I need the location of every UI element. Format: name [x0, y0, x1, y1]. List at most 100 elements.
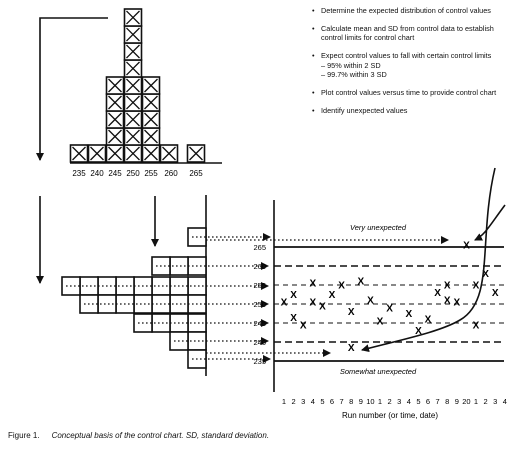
histogram-box: [141, 93, 161, 112]
control-point: X: [290, 313, 297, 324]
bullet-subitem: – 95% within 2 SD: [321, 60, 381, 70]
histogram-box: [105, 144, 125, 163]
histogram-tick-label: 265: [189, 169, 203, 178]
histogram-tick-label: 250: [126, 169, 140, 178]
y-tick-label: 240: [253, 338, 266, 347]
x-tick-label: 4: [407, 397, 411, 406]
caption-text: Conceptual basis of the control chart. S…: [51, 431, 270, 440]
flow-arrows: [36, 17, 159, 284]
x-tick-label: 5: [416, 397, 420, 406]
control-point: X: [348, 307, 355, 318]
histogram-box: [123, 76, 143, 95]
x-tick-label: 6: [426, 397, 430, 406]
y-tick-label: 255: [253, 281, 266, 290]
elbow-arrow: [36, 17, 108, 161]
annotation-very-unexpected: Very unexpected: [350, 223, 407, 232]
y-tick-label: 245: [253, 319, 266, 328]
histogram-tick-label: 235: [72, 169, 86, 178]
control-point: X: [405, 309, 412, 320]
control-point: X: [309, 298, 316, 309]
x-tick-label: 2: [484, 397, 488, 406]
x-tick-label: 1: [474, 397, 478, 406]
control-point: X: [386, 303, 393, 314]
control-point: X: [425, 315, 432, 326]
control-point: X: [482, 269, 489, 280]
bullet-item: Identify unexpected values: [312, 106, 504, 116]
histogram-box: [141, 76, 161, 95]
histogram-box: [105, 127, 125, 146]
histogram-tick-label: 260: [164, 169, 178, 178]
histogram-box: [141, 144, 161, 163]
histogram-box: [87, 144, 107, 163]
control-point: X: [300, 320, 307, 331]
x-tick-label: 2: [388, 397, 392, 406]
control-point: X: [473, 320, 480, 331]
x-tick-label: 8: [349, 397, 353, 406]
histogram-box: [105, 93, 125, 112]
control-point: X: [377, 317, 384, 328]
control-point: X: [357, 277, 364, 288]
control-point: X: [319, 301, 326, 312]
x-tick-label: 3: [397, 397, 401, 406]
curved-arrow: [361, 167, 496, 353]
histogram-box: [123, 144, 143, 163]
x-tick-label: 7: [340, 397, 344, 406]
x-tick-label: 3: [493, 397, 497, 406]
control-point: X: [415, 326, 422, 337]
control-point: X: [348, 343, 355, 354]
histogram-box: [141, 127, 161, 146]
figure-caption: Figure 1. Conceptual basis of the control…: [8, 431, 269, 440]
explanation-bullet-list: Determine the expected distribution of c…: [312, 6, 504, 124]
histogram-box: [123, 127, 143, 146]
y-tick-label: 250: [253, 300, 266, 309]
histogram-box: [123, 110, 143, 129]
histogram-box: [123, 59, 143, 78]
histogram-tick-label: 245: [108, 169, 122, 178]
control-point: X: [309, 279, 316, 290]
bullet-subitem: – 99.7% within 3 SD: [321, 70, 387, 80]
x-tick-label: 9: [455, 397, 459, 406]
control-point: X: [444, 281, 451, 292]
control-point: X: [329, 290, 336, 301]
histogram-box: [69, 144, 89, 163]
y-tick-label: 265: [253, 243, 266, 252]
histogram-box: [105, 110, 125, 129]
x-tick-label: 1: [378, 397, 382, 406]
x-tick-label: 8: [445, 397, 449, 406]
x-axis-label: Run number (or time, date): [342, 411, 438, 420]
x-tick-label: 9: [359, 397, 363, 406]
histogram-tick-label: 255: [144, 169, 158, 178]
bullet-item: Calculate mean and SD from control data …: [312, 24, 504, 43]
curved-arrow: [474, 204, 506, 241]
x-tick-label: 1: [282, 397, 286, 406]
control-point: X: [367, 296, 374, 307]
control-point: X: [453, 298, 460, 309]
top-histogram: 235 240 245 250 255 260 265: [69, 8, 222, 178]
y-tick-label: 260: [253, 262, 266, 271]
bullet-item: Expect control values to fall with certa…: [312, 51, 504, 79]
y-tick-label: 235: [253, 357, 266, 366]
x-tick-label: 2: [292, 397, 296, 406]
control-point: X: [338, 281, 345, 292]
x-tick-label: 4: [503, 397, 507, 406]
histogram-box: [123, 93, 143, 112]
side-histogram: [61, 195, 449, 376]
x-tick-label: 10: [366, 397, 374, 406]
control-point: X: [434, 288, 441, 299]
control-point: X: [281, 298, 288, 309]
x-tick-label: 5: [320, 397, 324, 406]
control-point: X: [492, 288, 499, 299]
caption-label: Figure 1.: [8, 431, 40, 440]
x-tick-label: 6: [330, 397, 334, 406]
control-point: X: [444, 296, 451, 307]
control-point: X: [463, 241, 470, 252]
x-tick-label: 20: [462, 397, 470, 406]
bullet-item: Plot control values versus time to provi…: [312, 88, 504, 98]
annotation-somewhat-unexpected: Somewhat unexpected: [340, 367, 417, 376]
histogram-box: [123, 42, 143, 61]
control-point: X: [473, 281, 480, 292]
histogram-box: [159, 144, 179, 163]
control-point: X: [290, 290, 297, 301]
